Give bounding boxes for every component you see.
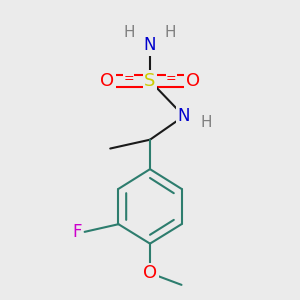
- Text: O: O: [143, 264, 157, 282]
- Text: N: N: [144, 37, 156, 55]
- Text: N: N: [178, 107, 190, 125]
- Text: =: =: [166, 72, 177, 85]
- Text: =: =: [123, 72, 134, 85]
- Text: H: H: [124, 25, 135, 40]
- Text: H: H: [165, 25, 176, 40]
- Text: S: S: [144, 72, 156, 90]
- Text: O: O: [186, 72, 200, 90]
- Text: O: O: [100, 72, 114, 90]
- Text: H: H: [200, 115, 212, 130]
- Text: F: F: [73, 223, 82, 241]
